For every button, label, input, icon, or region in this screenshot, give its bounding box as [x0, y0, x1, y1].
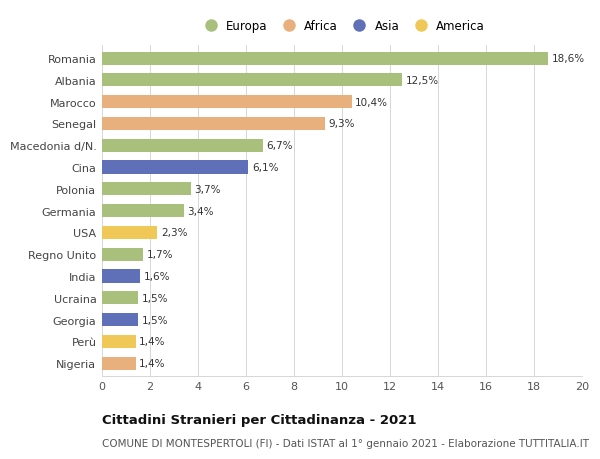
Bar: [102, 161, 248, 174]
Legend: Europa, Africa, Asia, America: Europa, Africa, Asia, America: [194, 16, 490, 38]
Text: 1,4%: 1,4%: [139, 336, 166, 347]
Text: 1,5%: 1,5%: [142, 293, 168, 303]
Bar: [102, 335, 136, 348]
Text: 1,4%: 1,4%: [139, 358, 166, 368]
Text: Cittadini Stranieri per Cittadinanza - 2021: Cittadini Stranieri per Cittadinanza - 2…: [102, 413, 416, 426]
Bar: [102, 183, 191, 196]
Bar: [102, 248, 143, 261]
Bar: [102, 291, 138, 305]
Text: 6,1%: 6,1%: [252, 162, 278, 173]
Text: 3,4%: 3,4%: [187, 206, 214, 216]
Bar: [102, 140, 263, 152]
Bar: [102, 96, 352, 109]
Text: 12,5%: 12,5%: [406, 76, 439, 86]
Text: 3,7%: 3,7%: [194, 185, 221, 195]
Bar: [102, 357, 136, 370]
Bar: [102, 313, 138, 326]
Bar: [102, 226, 157, 240]
Text: 1,5%: 1,5%: [142, 315, 168, 325]
Text: 10,4%: 10,4%: [355, 97, 388, 107]
Text: 18,6%: 18,6%: [552, 54, 585, 64]
Text: 9,3%: 9,3%: [329, 119, 355, 129]
Text: 6,7%: 6,7%: [266, 141, 293, 151]
Bar: [102, 118, 325, 131]
Bar: [102, 52, 548, 66]
Text: 1,7%: 1,7%: [146, 250, 173, 260]
Text: 2,3%: 2,3%: [161, 228, 187, 238]
Bar: [102, 205, 184, 218]
Text: COMUNE DI MONTESPERTOLI (FI) - Dati ISTAT al 1° gennaio 2021 - Elaborazione TUTT: COMUNE DI MONTESPERTOLI (FI) - Dati ISTA…: [102, 438, 589, 448]
Bar: [102, 74, 402, 87]
Bar: [102, 270, 140, 283]
Text: 1,6%: 1,6%: [144, 271, 170, 281]
